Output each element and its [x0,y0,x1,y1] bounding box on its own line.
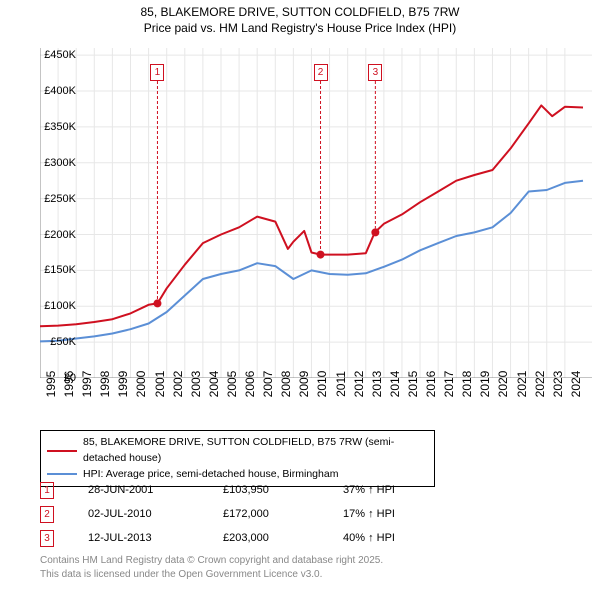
sales-hpi-3: 40% ↑ HPI [343,532,395,544]
x-tick-label: 2022 [533,371,547,398]
x-tick-label: 2004 [207,371,221,398]
x-tick-label: 2003 [189,371,203,398]
y-tick-label: £50K [50,336,76,348]
y-tick-label: £150K [44,264,76,276]
x-tick-label: 2010 [315,371,329,398]
x-tick-label: 2021 [515,371,529,398]
footer-line1: Contains HM Land Registry data © Crown c… [40,554,383,568]
y-tick-label: £250K [44,193,76,205]
callout-1: 1 [150,64,164,81]
legend-label-price: 85, BLAKEMORE DRIVE, SUTTON COLDFIELD, B… [83,435,428,467]
x-tick-label: 2020 [496,371,510,398]
legend-item-price: 85, BLAKEMORE DRIVE, SUTTON COLDFIELD, B… [47,435,428,467]
sales-table: 1 28-JUN-2001 £103,950 37% ↑ HPI 2 02-JU… [40,478,395,550]
x-tick-label: 1997 [80,371,94,398]
sales-price-3: £203,000 [223,532,343,544]
x-tick-label: 2016 [424,371,438,398]
sales-price-2: £172,000 [223,508,343,520]
x-tick-label: 2001 [153,371,167,398]
title-line1: 85, BLAKEMORE DRIVE, SUTTON COLDFIELD, B… [0,4,600,20]
y-tick-label: £450K [44,49,76,61]
sales-num-2: 2 [40,506,54,523]
x-tick-label: 1996 [62,371,76,398]
legend-swatch-price [47,450,77,452]
x-tick-label: 2018 [460,371,474,398]
callout-3: 3 [368,64,382,81]
footer-line2: This data is licensed under the Open Gov… [40,568,383,582]
x-tick-label: 2017 [442,371,456,398]
x-tick-label: 2011 [334,371,348,397]
x-tick-label: 2015 [406,371,420,398]
chart-container: 85, BLAKEMORE DRIVE, SUTTON COLDFIELD, B… [0,0,600,590]
sales-date-1: 28-JUN-2001 [88,484,223,496]
y-tick-label: £400K [44,85,76,97]
sales-num-3: 3 [40,530,54,547]
x-tick-label: 2012 [352,371,366,398]
sales-price-1: £103,950 [223,484,343,496]
sales-date-2: 02-JUL-2010 [88,508,223,520]
x-tick-label: 2000 [134,371,148,398]
sales-hpi-1: 37% ↑ HPI [343,484,395,496]
y-tick-label: £200K [44,229,76,241]
footer: Contains HM Land Registry data © Crown c… [40,554,383,581]
sales-date-3: 12-JUL-2013 [88,532,223,544]
y-tick-label: £100K [44,300,76,312]
sales-row-3: 3 12-JUL-2013 £203,000 40% ↑ HPI [40,526,395,550]
x-tick-label: 2023 [551,371,565,398]
y-tick-label: £350K [44,121,76,133]
x-tick-label: 2014 [388,371,402,398]
sales-row-1: 1 28-JUN-2001 £103,950 37% ↑ HPI [40,478,395,502]
x-tick-label: 2005 [225,371,239,398]
x-tick-label: 1999 [116,371,130,398]
x-tick-label: 2007 [261,371,275,398]
chart-area: £0£50K£100K£150K£200K£250K£300K£350K£400… [40,48,592,378]
legend-swatch-hpi [47,473,77,475]
x-tick-label: 2008 [279,371,293,398]
callout-2: 2 [314,64,328,81]
chart-svg [40,48,592,378]
x-tick-label: 2013 [370,371,384,398]
sales-row-2: 2 02-JUL-2010 £172,000 17% ↑ HPI [40,502,395,526]
sales-num-1: 1 [40,482,54,499]
title-block: 85, BLAKEMORE DRIVE, SUTTON COLDFIELD, B… [0,0,600,36]
sales-hpi-2: 17% ↑ HPI [343,508,395,520]
x-tick-label: 2024 [569,371,583,398]
y-tick-label: £300K [44,157,76,169]
x-tick-label: 1998 [98,371,112,398]
x-tick-label: 2009 [297,371,311,398]
x-tick-label: 2019 [478,371,492,398]
title-line2: Price paid vs. HM Land Registry's House … [0,20,600,36]
x-tick-label: 2006 [243,371,257,398]
x-tick-label: 2002 [171,371,185,398]
x-tick-label: 1995 [44,371,58,398]
